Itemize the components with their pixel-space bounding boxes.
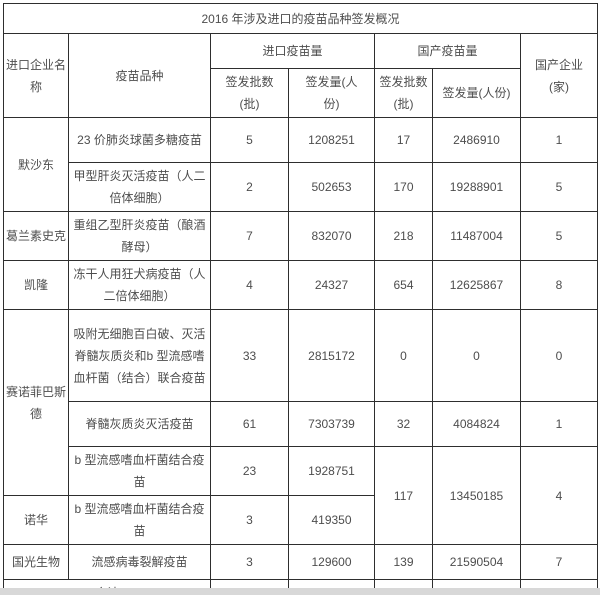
domestic-companies-cell: 4 [519, 446, 599, 545]
vaccine-cell: 冻干人用狂犬病疫苗（人二倍体细胞） [68, 260, 211, 310]
header-import-group: 进口疫苗量 [210, 33, 375, 69]
vaccine-cell: b 型流感嗜血杆菌结合疫苗 [68, 495, 211, 545]
table-row: 凯隆 冻干人用狂犬病疫苗（人二倍体细胞） 4 24327 654 1262586… [3, 260, 599, 310]
table-title: 2016 年涉及进口的疫苗品种签发概况 [2, 3, 599, 34]
import-batches-cell: 61 [210, 401, 289, 447]
domestic-companies-cell: 1 [519, 117, 599, 163]
import-doses-cell: 419350 [288, 495, 375, 545]
table-row: 脊髓灰质炎灭活疫苗 61 7303739 32 4084824 1 [4, 401, 599, 447]
vaccine-cell: 脊髓灰质炎灭活疫苗 [68, 401, 211, 447]
domestic-batches-cell: 170 [374, 162, 433, 212]
vaccine-cell: 甲型肝炎灭活疫苗（人二倍体细胞） [68, 162, 211, 212]
domestic-companies-cell: 7 [519, 544, 599, 580]
table-row: 国光生物 流感病毒裂解疫苗 3 129600 139 21590504 7 [3, 544, 599, 580]
header-domestic-companies-label: 国产企业(家) [535, 57, 584, 94]
import-doses-cell: 24327 [288, 260, 375, 310]
header-domestic-batches-label: 签发批数(批) [379, 75, 428, 111]
header-domestic-group: 国产疫苗量 [374, 33, 521, 69]
company-cell: 默沙东 [3, 117, 69, 212]
domestic-companies-cell: 5 [519, 162, 599, 212]
import-batches-cell: 33 [210, 309, 289, 402]
header-domestic-doses-label: 签发量(人份) [442, 86, 511, 100]
table-row: 诺华 b 型流感嗜血杆菌结合疫苗 3 419350 [3, 495, 598, 545]
header-import-doses-label: 签发量(人份) [305, 75, 358, 111]
import-batches-cell: 4 [210, 260, 289, 310]
vaccine-cell: b 型流感嗜血杆菌结合疫苗 [68, 446, 211, 496]
domestic-batches-cell: 218 [374, 211, 433, 261]
domestic-batches-cell: 32 [374, 401, 433, 447]
import-batches-cell: 23 [210, 446, 289, 496]
import-doses-cell: 129600 [288, 544, 375, 580]
import-batches-cell: 3 [210, 544, 289, 580]
table-row: 葛兰素史克 重组乙型肝炎疫苗（酿酒酵母） 7 832070 218 114870… [3, 211, 599, 261]
table-row: b 型流感嗜血杆菌结合疫苗 23 1928751 117 13450185 4 [4, 446, 599, 545]
domestic-doses-cell: 12625867 [432, 260, 521, 310]
import-doses-cell: 502653 [288, 162, 375, 212]
domestic-companies-cell: 5 [519, 211, 599, 261]
vaccine-cell: 流感病毒裂解疫苗 [68, 544, 211, 580]
vaccine-cell: 重组乙型肝炎疫苗（酿酒酵母） [68, 211, 211, 261]
domestic-batches-cell: 0 [374, 309, 433, 402]
header-import-batches-label: 签发批数(批) [225, 75, 274, 111]
header-company-label: 进口企业名称 [6, 57, 67, 94]
domestic-doses-cell: 21590504 [432, 544, 521, 580]
header-company: 进口企业名称 [3, 33, 69, 118]
domestic-companies-cell: 1 [519, 401, 599, 447]
domestic-batches-cell: 654 [374, 260, 433, 310]
domestic-doses-cell: 13450185 [432, 446, 521, 545]
import-doses-cell: 1928751 [288, 446, 375, 496]
import-doses-cell: 7303739 [288, 401, 375, 447]
domestic-doses-cell: 4084824 [432, 401, 521, 447]
domestic-batches-cell: 17 [374, 117, 433, 163]
header-domestic-batches: 签发批数(批) [374, 68, 433, 118]
table-row: 赛诺菲巴斯德 吸附无细胞百白破、灭活脊髓灰质炎和b 型流感嗜血杆菌（结合）联合疫… [3, 309, 599, 496]
domestic-batches-cell: 117 [374, 446, 433, 545]
import-batches-cell: 2 [210, 162, 289, 212]
domestic-batches-cell: 139 [374, 544, 433, 580]
domestic-doses-cell: 19288901 [432, 162, 521, 212]
table-row: 默沙东 23 价肺炎球菌多糖疫苗 5 1208251 17 2486910 1 [3, 117, 599, 212]
domestic-doses-cell: 2486910 [432, 117, 521, 163]
domestic-companies-cell: 8 [519, 260, 599, 310]
import-doses-cell: 2815172 [288, 309, 375, 402]
header-vaccine: 疫苗品种 [68, 33, 211, 118]
header-domestic-doses: 签发量(人份) [432, 68, 521, 118]
header-import-doses: 签发量(人份) [288, 68, 375, 118]
import-doses-cell: 832070 [288, 211, 375, 261]
table-row: 甲型肝炎灭活疫苗（人二倍体细胞） 2 502653 170 19288901 5 [4, 162, 599, 212]
domestic-doses-cell: 11487004 [432, 211, 521, 261]
company-cell: 诺华 [3, 495, 69, 545]
import-batches-cell: 7 [210, 211, 289, 261]
import-doses-cell: 1208251 [288, 117, 375, 163]
bottom-strip [0, 588, 600, 595]
vaccine-cell: 23 价肺炎球菌多糖疫苗 [68, 117, 211, 163]
company-cell: 国光生物 [3, 544, 69, 580]
header-domestic-companies: 国产企业(家) [519, 33, 599, 118]
import-batches-cell: 5 [210, 117, 289, 163]
domestic-doses-cell: 0 [432, 309, 521, 402]
import-batches-cell: 3 [210, 495, 289, 545]
vaccine-cell: 吸附无细胞百白破、灭活脊髓灰质炎和b 型流感嗜血杆菌（结合）联合疫苗 [68, 309, 211, 402]
vaccine-issuance-table: 2016 年涉及进口的疫苗品种签发概况 进口企业名称 疫苗品种 进口疫苗量 国产… [2, 3, 599, 595]
company-cell: 赛诺菲巴斯德 [3, 309, 69, 496]
company-cell: 凯隆 [3, 260, 69, 310]
header-import-batches: 签发批数(批) [210, 68, 289, 118]
company-cell: 葛兰素史克 [3, 211, 69, 261]
domestic-companies-cell: 0 [519, 309, 599, 402]
